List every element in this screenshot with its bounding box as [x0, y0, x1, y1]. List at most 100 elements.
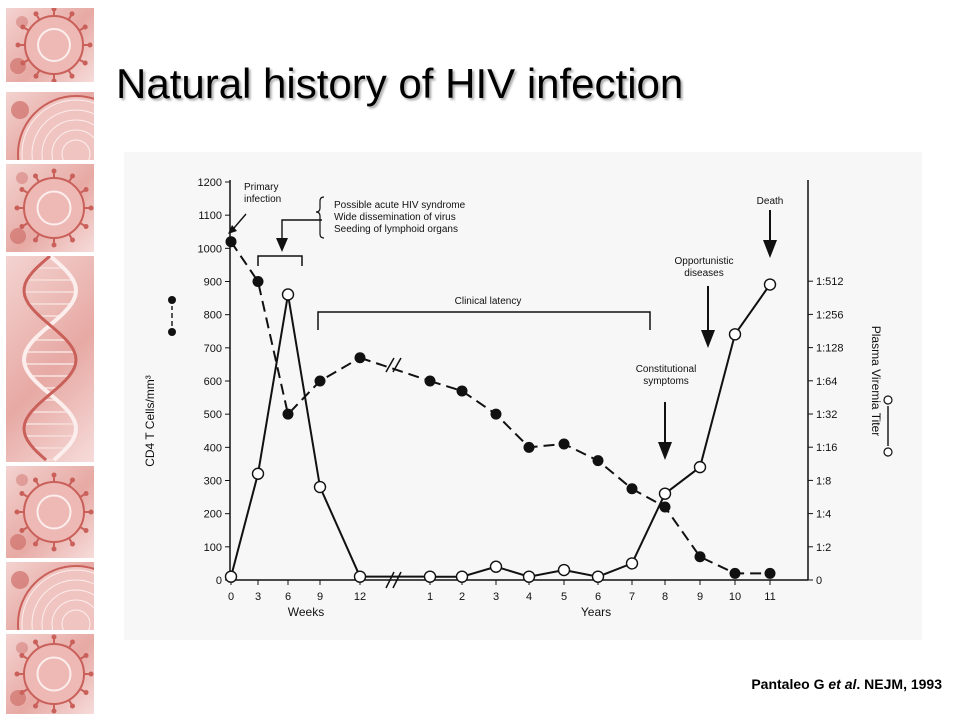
virus-icon: [10, 634, 94, 714]
annotation-primary-infection: infection: [244, 194, 281, 205]
viremia-data-point: [625, 557, 639, 570]
decorative-tile: [6, 164, 94, 252]
y-right-tick-label: 1:4: [816, 509, 831, 521]
x-axis-break-mark: [385, 571, 402, 589]
x-group-label-weeks: Weeks: [288, 605, 324, 619]
x-tick-label: 6: [595, 591, 601, 603]
constitutional-arrowhead: [658, 442, 672, 460]
viremia-data-point: [557, 563, 571, 577]
y-right-tick-label: 1:512: [816, 276, 844, 288]
cd4-data-point: [354, 352, 366, 364]
viremia-data-point: [353, 570, 367, 583]
cd4-data-point: [659, 501, 671, 513]
x-tick-label: 9: [697, 591, 703, 603]
decorative-tile-strip: [0, 0, 100, 720]
acute-phase-arrow: [281, 219, 322, 242]
annotation-acute-phase: Possible acute HIV syndrome: [334, 200, 466, 211]
virus-icon: [10, 168, 94, 248]
decorative-tile: [6, 562, 94, 630]
annotation-opportunistic-diseases: Opportunistic: [675, 256, 734, 267]
cd4-data-point: [694, 551, 706, 563]
x-tick-label: 7: [629, 591, 635, 603]
virus-icon: [10, 472, 94, 552]
virus-closeup-icon: [11, 565, 94, 630]
y-left-axis-title: CD4 T Cells/mm³: [143, 375, 157, 467]
x-tick-label: 4: [526, 591, 532, 603]
primary-infection-arrow: [233, 213, 247, 229]
virus-icon: [10, 8, 93, 82]
decorative-tile: [6, 92, 94, 160]
decorative-tile: [6, 634, 94, 714]
opportunistic-arrowhead: [701, 330, 715, 348]
citation: Pantaleo G et al. NEJM, 1993: [751, 676, 942, 692]
y-right-axis-title: Plasma Viremia Titer: [869, 326, 883, 436]
viremia-data-point: [693, 460, 707, 474]
cd4-data-point: [558, 438, 570, 450]
y-left-tick-label: 500: [204, 409, 222, 421]
chart-panel: 0 100 200 300 400 500 600 700 800 900 1000 1100 1200…: [124, 152, 922, 640]
cd4-data-point: [729, 567, 741, 579]
y-left-tick-label: 900: [204, 277, 222, 289]
y-right-tick-label: 1:16: [816, 442, 837, 454]
dna-helix-icon: [21, 256, 79, 462]
cd4-data-point: [456, 385, 468, 397]
hiv-natural-history-chart: 0100200300400500600700800900100011001200…: [124, 152, 922, 640]
y-right-tick-label: 1:8: [816, 475, 831, 487]
cd4-data-point: [282, 408, 294, 420]
death-arrowhead: [763, 240, 777, 258]
viremia-data-point: [251, 467, 265, 480]
y-left-tick-label: 200: [204, 509, 222, 521]
x-tick-label: 5: [561, 591, 567, 603]
virus-closeup-icon: [11, 95, 94, 160]
x-tick-label: 3: [255, 591, 261, 603]
x-tick-label: 0: [228, 591, 234, 603]
clinical-latency-bracket: [317, 311, 651, 330]
x-tick-label: 6: [285, 591, 291, 603]
y-left-tick-label: 600: [204, 376, 222, 388]
cd4-data-point: [523, 441, 535, 453]
cd4-data-point: [225, 236, 237, 248]
x-tick-label: 2: [459, 591, 465, 603]
y-left-tick-label: 400: [204, 442, 222, 454]
viremia-data-point: [658, 487, 672, 500]
y-left-tick-label: 300: [204, 476, 222, 488]
curve-break-mark: [385, 357, 402, 373]
citation-etal: et al: [828, 676, 857, 692]
cd4-data-point: [626, 483, 638, 495]
citation-authors: Pantaleo G: [751, 676, 825, 692]
annotation-acute-phase: Wide dissemination of virus: [334, 212, 456, 223]
decorative-tile: [6, 256, 94, 462]
y-left-tick-label: 100: [204, 542, 222, 554]
cd4-series-line: [230, 241, 361, 417]
viremia-data-point: [224, 570, 238, 583]
viremia-data-point: [522, 570, 536, 583]
annotation-opportunistic-diseases: diseases: [684, 268, 723, 279]
y-left-tick-label: 1200: [198, 177, 222, 189]
cd4-data-point: [252, 276, 264, 287]
y-left-tick-label: 1000: [198, 243, 222, 255]
cd4-data-point: [490, 408, 502, 420]
annotation-acute-phase: Seeding of lymphoid organs: [334, 224, 458, 235]
citation-journal: . NEJM, 1993: [856, 676, 942, 692]
acute-phase-arrowhead: [276, 238, 288, 252]
primary-infection-arrowhead: [228, 225, 237, 234]
y-right-tick-label: 1:32: [816, 409, 837, 421]
x-tick-label: 9: [317, 591, 323, 603]
x-tick-label: 3: [493, 591, 499, 603]
y-left-tick-label: 1100: [198, 210, 222, 222]
cd4-data-point: [314, 375, 326, 387]
x-tick-label: 1: [427, 591, 433, 603]
acute-phase-bracket: [257, 255, 303, 266]
viremia-data-point: [455, 570, 469, 583]
viremia-data-point: [728, 328, 742, 341]
annotation-death: Death: [757, 196, 784, 207]
annotation-clinical-latency: Clinical latency: [455, 296, 522, 307]
legend-viremia-symbol: [883, 395, 893, 457]
y-left-tick-label: 0: [216, 575, 222, 587]
viremia-data-point: [423, 570, 437, 583]
x-tick-label: 12: [354, 591, 366, 603]
acute-phase-brace: [315, 196, 325, 239]
cd4-data-point: [764, 567, 776, 579]
y-left-tick-label: 700: [204, 343, 222, 355]
annotation-primary-infection: Primary: [244, 182, 278, 193]
